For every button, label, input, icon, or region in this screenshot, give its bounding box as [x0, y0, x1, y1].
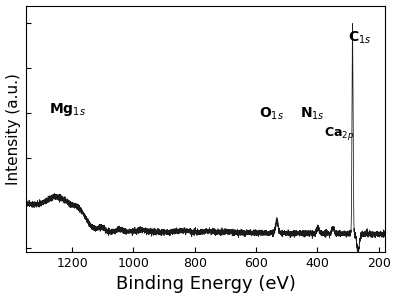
Text: $\mathbf{N}$$_{1s}$: $\mathbf{N}$$_{1s}$: [300, 106, 325, 122]
Text: $\mathbf{Mg}$$_{1s}$: $\mathbf{Mg}$$_{1s}$: [49, 100, 86, 118]
Text: $\mathbf{Ca}$$_{2p}$: $\mathbf{Ca}$$_{2p}$: [324, 125, 354, 142]
Text: $\mathbf{C}$$_{1s}$: $\mathbf{C}$$_{1s}$: [348, 30, 371, 46]
X-axis label: Binding Energy (eV): Binding Energy (eV): [116, 275, 295, 293]
Text: $\mathbf{O}$$_{1s}$: $\mathbf{O}$$_{1s}$: [259, 106, 284, 122]
Y-axis label: Intensity (a.u.): Intensity (a.u.): [6, 73, 21, 185]
